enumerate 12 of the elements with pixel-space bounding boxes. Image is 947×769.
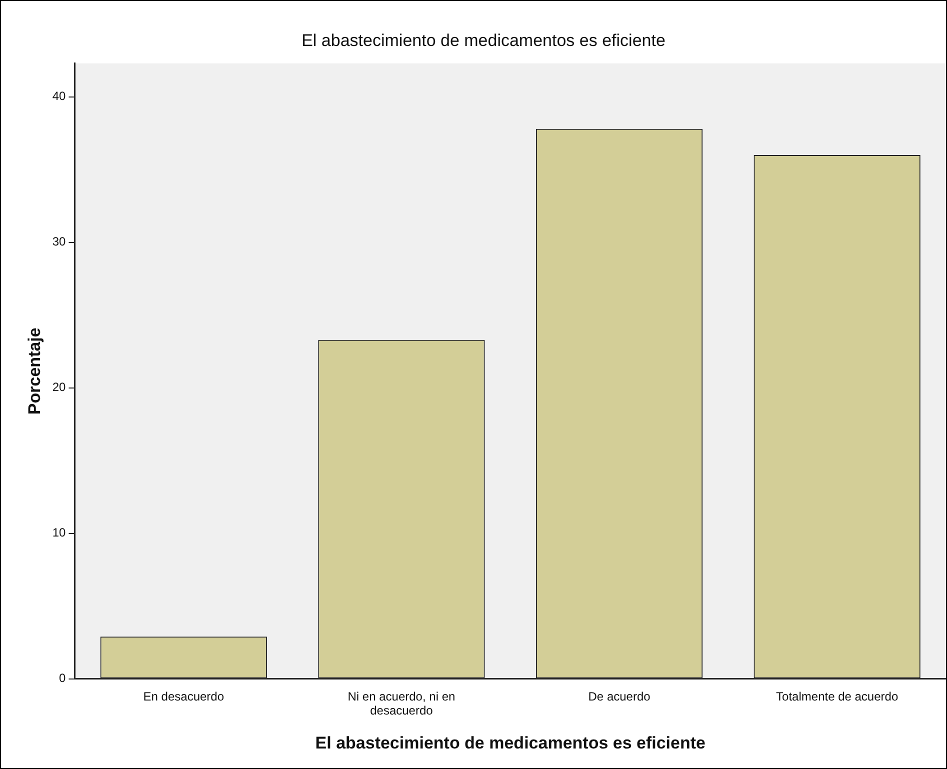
chart-title: El abastecimiento de medicamentos es eficiente [302, 30, 666, 50]
y-tick-label: 40 [52, 89, 66, 104]
x-tick-label: Totalmente de acuerdo [776, 689, 898, 704]
y-tick-label: 10 [52, 526, 66, 540]
y-axis-title: Porcentaje [24, 328, 44, 415]
x-tick-label: De acuerdo [588, 689, 651, 704]
y-tick-label: 20 [52, 380, 66, 394]
x-tick-label: En desacuerdo [143, 689, 224, 704]
x-axis-title: El abastecimiento de medicamentos es eficiente [315, 733, 706, 752]
y-tick-label: 0 [59, 671, 66, 686]
y-tick-label: 30 [52, 234, 66, 249]
x-tick-label: Ni en acuerdo, ni en desacuerdo [348, 689, 456, 718]
